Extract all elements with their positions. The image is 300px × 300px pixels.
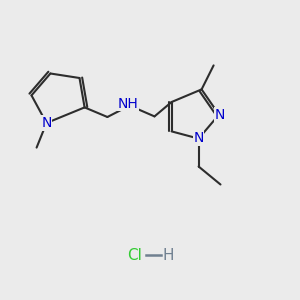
Text: N: N (214, 108, 225, 122)
Text: N: N (41, 116, 52, 130)
Text: H: H (163, 248, 174, 262)
Text: Cl: Cl (128, 248, 142, 262)
Text: NH: NH (118, 97, 139, 111)
Text: N: N (194, 131, 204, 145)
